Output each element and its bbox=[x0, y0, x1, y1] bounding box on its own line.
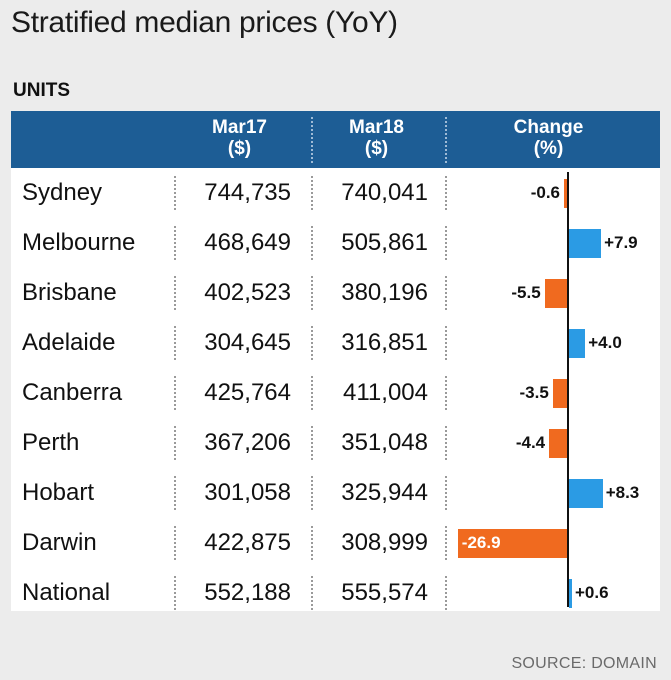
header-separator bbox=[445, 117, 447, 163]
row-mar18-value: 351,048 bbox=[341, 429, 428, 456]
zero-axis-line bbox=[567, 172, 569, 607]
column-separator bbox=[311, 226, 313, 260]
row-mar18-value: 740,041 bbox=[341, 179, 428, 206]
row-city: Perth bbox=[22, 429, 80, 456]
column-separator bbox=[174, 476, 176, 510]
row-city: Hobart bbox=[22, 479, 95, 506]
row-mar17-value: 425,764 bbox=[204, 379, 291, 406]
column-separator bbox=[445, 276, 447, 310]
column-separator bbox=[311, 276, 313, 310]
change-bar bbox=[457, 529, 567, 558]
table-row: Brisbane 402,523 380,196 -5.5 bbox=[11, 268, 660, 318]
column-separator bbox=[174, 376, 176, 410]
column-separator bbox=[445, 376, 447, 410]
change-bar bbox=[569, 579, 572, 608]
row-mar18-value: 505,861 bbox=[341, 229, 428, 256]
table-row: Darwin 422,875 308,999 -26.9 bbox=[11, 518, 660, 568]
change-bar bbox=[569, 229, 602, 258]
row-mar18-value: 411,004 bbox=[343, 379, 428, 406]
row-city: Canberra bbox=[22, 379, 123, 406]
change-bar bbox=[564, 179, 567, 208]
row-city: Melbourne bbox=[22, 229, 136, 256]
column-separator bbox=[445, 426, 447, 460]
row-mar18-value: 316,851 bbox=[341, 329, 428, 356]
row-mar17-value: 304,645 bbox=[204, 329, 291, 356]
row-city: National bbox=[22, 579, 111, 606]
row-mar18-value: 308,999 bbox=[341, 529, 428, 556]
row-city: Sydney bbox=[22, 179, 103, 206]
source-note: SOURCE: DOMAIN bbox=[511, 655, 657, 672]
column-separator bbox=[445, 476, 447, 510]
table-header: Mar17 ($) Mar18 ($) Change (%) bbox=[11, 111, 660, 168]
row-mar17-value: 468,649 bbox=[204, 229, 291, 256]
column-separator bbox=[445, 326, 447, 360]
row-mar17-value: 422,875 bbox=[204, 529, 291, 556]
table-row: Melbourne 468,649 505,861 +7.9 bbox=[11, 218, 660, 268]
row-mar17-value: 744,735 bbox=[204, 179, 291, 206]
row-mar17-value: 402,523 bbox=[204, 279, 291, 306]
column-separator bbox=[445, 576, 447, 610]
header-change: Change (%) bbox=[513, 117, 584, 159]
header-mar18: Mar18 ($) bbox=[349, 117, 404, 159]
change-label: -0.6 bbox=[530, 183, 560, 202]
change-bar bbox=[549, 429, 567, 458]
change-label: -5.5 bbox=[511, 283, 541, 302]
change-bar bbox=[569, 329, 586, 358]
change-label: +0.6 bbox=[575, 583, 609, 602]
column-separator bbox=[311, 476, 313, 510]
price-table: Mar17 ($) Mar18 ($) Change (%) Sydney 744… bbox=[11, 111, 660, 611]
column-separator bbox=[311, 376, 313, 410]
row-mar17-value: 301,058 bbox=[204, 479, 291, 506]
row-mar17-value: 367,206 bbox=[204, 429, 291, 456]
column-separator bbox=[445, 526, 447, 560]
row-mar18-value: 325,944 bbox=[341, 479, 428, 506]
header-separator bbox=[311, 117, 313, 163]
column-separator bbox=[174, 276, 176, 310]
change-label: -26.9 bbox=[461, 533, 501, 552]
row-mar17-value: 552,188 bbox=[204, 579, 291, 606]
column-separator bbox=[445, 176, 447, 210]
change-bar bbox=[569, 479, 603, 508]
column-separator bbox=[174, 526, 176, 560]
change-label: +8.3 bbox=[605, 483, 640, 502]
column-separator bbox=[311, 326, 313, 360]
column-separator bbox=[174, 576, 176, 610]
change-label: -4.4 bbox=[515, 433, 546, 452]
change-label: +7.9 bbox=[604, 233, 638, 252]
column-separator bbox=[445, 226, 447, 260]
row-city: Brisbane bbox=[22, 279, 117, 306]
column-separator bbox=[311, 426, 313, 460]
table-row: Adelaide 304,645 316,851 +4.0 bbox=[11, 318, 660, 368]
column-separator bbox=[174, 176, 176, 210]
column-separator bbox=[174, 426, 176, 460]
column-separator bbox=[311, 576, 313, 610]
table-row: Sydney 744,735 740,041 -0.6 bbox=[11, 168, 660, 218]
section-label: UNITS bbox=[13, 80, 70, 101]
table-body: Sydney 744,735 740,041 -0.6 Melbourne 468,649… bbox=[11, 168, 660, 611]
table-row: National 552,188 555,574 +0.6 bbox=[11, 568, 660, 618]
change-label: -3.5 bbox=[519, 383, 549, 402]
table-row: Hobart 301,058 325,944 +8.3 bbox=[11, 468, 660, 518]
column-separator bbox=[311, 176, 313, 210]
row-city: Adelaide bbox=[22, 329, 116, 356]
change-bar bbox=[544, 279, 567, 308]
row-mar18-value: 380,196 bbox=[341, 279, 428, 306]
table-row: Canberra 425,764 411,004 -3.5 bbox=[11, 368, 660, 418]
row-mar18-value: 555,574 bbox=[341, 579, 428, 606]
column-separator bbox=[174, 226, 176, 260]
change-label: +4.0 bbox=[588, 333, 622, 352]
table-row: Perth 367,206 351,048 -4.4 bbox=[11, 418, 660, 468]
chart-title: Stratified median prices (YoY) bbox=[11, 6, 398, 39]
column-separator bbox=[174, 326, 176, 360]
column-separator bbox=[311, 526, 313, 560]
change-bar bbox=[552, 379, 567, 408]
header-mar17: Mar17 ($) bbox=[212, 117, 267, 159]
row-city: Darwin bbox=[22, 529, 97, 556]
